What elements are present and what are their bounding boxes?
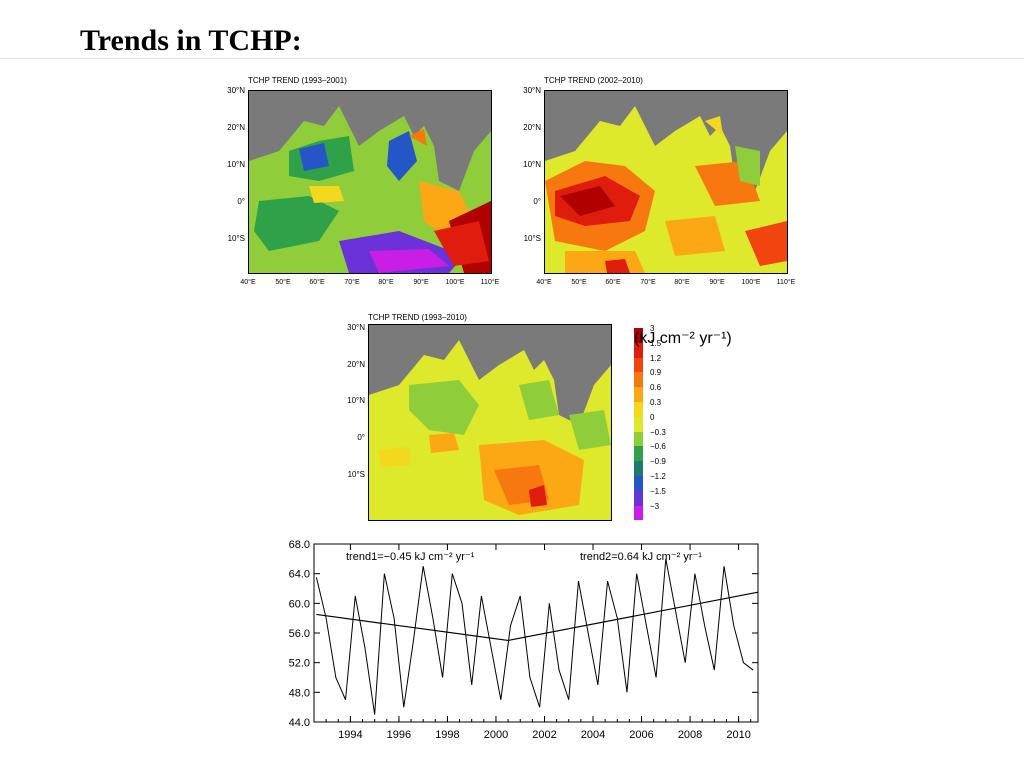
map-title: TCHP TREND (2002–2010) [544, 76, 643, 85]
lat-label: 20°N [347, 360, 365, 369]
title-divider [0, 58, 1024, 59]
lat-label: 0° [357, 433, 365, 442]
lon-label: 40°E [536, 279, 552, 286]
colorbar-swatch [634, 490, 643, 506]
y-tick-label: 52.0 [289, 658, 310, 670]
x-tick-label: 2004 [581, 729, 605, 741]
lat-label: 10°S [227, 234, 245, 243]
colorbar-swatch [634, 342, 643, 358]
colorbar-label: 3 [650, 324, 655, 333]
lon-label: 100°E [445, 279, 465, 286]
lat-label: 0° [533, 197, 541, 206]
lat-label: 30°N [227, 86, 245, 95]
lat-label: 10°S [523, 234, 541, 243]
y-tick-label: 68.0 [289, 539, 310, 551]
x-tick-label: 1994 [338, 729, 362, 741]
map-1993-2010: TCHP TREND (1993–2010) 30°N 20°N 10°N 0°… [335, 310, 625, 521]
colorbar-swatch [634, 387, 643, 402]
colorbar-swatch [634, 328, 643, 343]
x-tick-label: 1998 [435, 729, 459, 741]
colorbar-label: −0.9 [650, 457, 666, 467]
x-tick-label: 2000 [484, 729, 508, 741]
colorbar-swatch [634, 476, 643, 491]
colorbar-swatch [634, 505, 643, 521]
lat-label: 10°S [347, 470, 365, 479]
tchp-timeseries-chart: 44.0 48.0 52.0 56.0 60.0 64.0 68.0 1994 1996 1998… [289, 539, 759, 741]
lon-label: 90°E [709, 279, 725, 286]
lon-label: 100°E [741, 279, 761, 286]
lat-label: 10°N [227, 160, 245, 169]
colorbar-label: 0 [650, 412, 655, 422]
lon-label: 110°E [480, 279, 500, 286]
slide-title: Trends in TCHP: [80, 24, 302, 57]
colorbar-swatch [634, 416, 643, 432]
colorbar-swatch [634, 402, 643, 417]
map-2002-2010: TCHP TREND (2002–2010) 30°N 20°N 10°N 0°… [511, 75, 801, 290]
lat-label: 30°N [347, 323, 365, 332]
colorbar-swatch [634, 431, 643, 447]
colorbar-label: 1.2 [650, 353, 662, 363]
x-tick-label: 2008 [678, 729, 702, 741]
x-tick-label: 2010 [726, 729, 750, 741]
lon-label: 60°E [605, 279, 621, 286]
colorbar-swatch [634, 357, 643, 373]
tchp-series-line [315, 558, 754, 715]
map-title: TCHP TREND (1993–2001) [248, 76, 347, 85]
lat-label: 30°N [523, 86, 541, 95]
colorbar-label: 0.9 [650, 368, 662, 378]
y-tick-label: 64.0 [289, 569, 310, 581]
y-tick-label: 48.0 [289, 687, 310, 699]
colorbar-swatch [634, 372, 643, 388]
map-title: TCHP TREND (1993–2010) [368, 313, 467, 322]
lon-label: 70°E [344, 279, 360, 286]
map-field [368, 324, 612, 521]
colorbar-label: −0.6 [650, 442, 666, 452]
trend-line [507, 591, 759, 642]
y-tick-label: 44.0 [289, 717, 310, 729]
colorbar-label: 1.5 [650, 338, 662, 348]
colorbar-label: −1.5 [650, 486, 666, 496]
colorbar-label: 0.6 [650, 383, 662, 393]
lon-label: 80°E [674, 279, 690, 286]
colorbar-swatch [634, 446, 643, 462]
lat-label: 20°N [523, 123, 541, 132]
trend2-annotation: trend2=0.64 kJ cm⁻² yr⁻¹ [580, 551, 702, 563]
trend-line [316, 613, 509, 642]
y-tick-label: 60.0 [289, 598, 310, 610]
x-tick-label: 1996 [387, 729, 411, 741]
lon-label: 80°E [378, 279, 394, 286]
lon-label: 50°E [571, 279, 587, 286]
lat-label: 10°N [347, 396, 365, 405]
lon-label: 110°E [776, 279, 796, 286]
lat-label: 20°N [227, 123, 245, 132]
x-tick-label: 2006 [629, 729, 653, 741]
lon-label: 60°E [309, 279, 325, 286]
colorbar-label: −1.2 [650, 472, 666, 481]
lon-label: 40°E [240, 279, 256, 286]
map-field [544, 90, 788, 274]
lat-label: 10°N [523, 160, 541, 169]
lon-label: 90°E [413, 279, 429, 286]
y-tick-label: 56.0 [289, 628, 310, 640]
colorbar-label: 0.3 [650, 398, 662, 407]
map-field [248, 90, 492, 274]
lon-label: 50°E [275, 279, 291, 286]
trend1-annotation: trend1=−0.45 kJ cm⁻² yr⁻¹ [346, 551, 475, 563]
map-1993-2001: TCHP TREND (1993–2001) 30°N 20°N 10°N 0°… [215, 75, 505, 290]
lat-label: 0° [237, 197, 245, 206]
colorbar-label: −0.3 [650, 427, 666, 437]
lon-label: 70°E [640, 279, 656, 286]
colorbar-swatch [634, 461, 643, 476]
colorbar-unit: (kJ cm⁻² yr⁻¹) [634, 330, 732, 347]
x-tick-label: 2002 [532, 729, 556, 741]
colorbar-label: −3 [650, 501, 660, 511]
